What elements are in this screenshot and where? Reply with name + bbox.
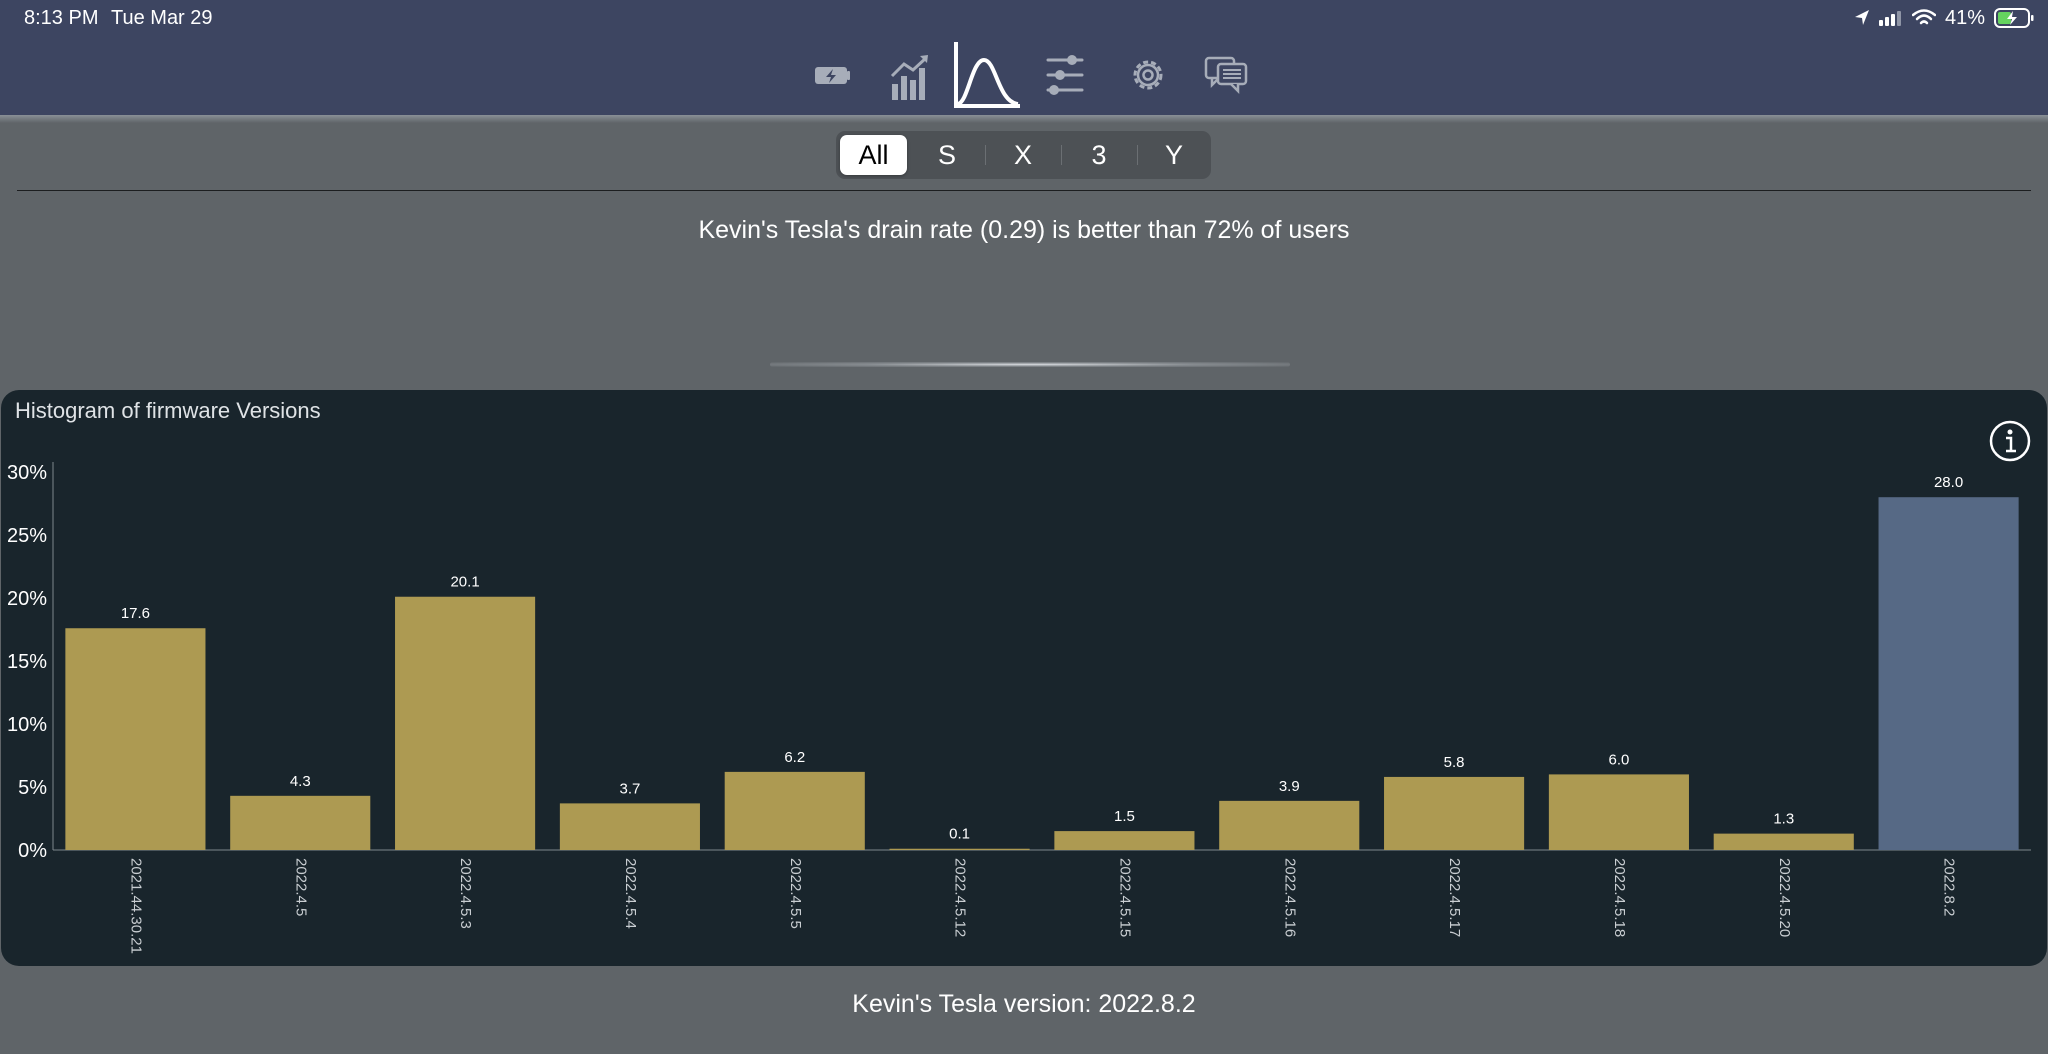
filter-y[interactable]: Y (1164, 139, 1183, 170)
histogram-bar (1054, 831, 1195, 850)
filter-3[interactable]: 3 (1091, 139, 1107, 170)
bar-value-label: 1.3 (1773, 811, 1794, 828)
x-tick-label: 2022.4.5.12 (952, 858, 969, 937)
drain-rate-message: Kevin's Tesla's drain rate (0.29) is bet… (698, 216, 1350, 244)
histogram-bar (1384, 776, 1525, 850)
wifi-icon (1911, 9, 1936, 25)
y-tick-label: 5% (18, 777, 47, 799)
bar-value-label: 20.1 (450, 574, 479, 591)
y-tick-label: 20% (7, 588, 47, 610)
x-tick-label: 2022.8.2 (1941, 858, 1958, 916)
histogram-bar (395, 596, 536, 850)
filter-x[interactable]: X (1013, 139, 1032, 170)
histogram-bar (724, 771, 865, 850)
y-tick-label: 10% (7, 714, 47, 736)
divider (17, 190, 2031, 191)
histogram-bar (889, 848, 1030, 850)
bar-value-label: 1.5 (1114, 808, 1135, 825)
bar-value-label: 3.9 (1279, 778, 1300, 795)
histogram-bar (230, 795, 371, 850)
histogram-bar (1713, 833, 1854, 850)
filter-s[interactable]: S (937, 139, 956, 170)
histogram-bar (559, 803, 700, 850)
tab-bar (796, 38, 1256, 112)
bar-value-label: 4.3 (290, 773, 311, 790)
segment-divider (1137, 145, 1138, 165)
bar-value-label: 3.7 (619, 780, 640, 797)
x-tick-label: 2022.4.5.17 (1446, 858, 1463, 937)
x-tick-label: 2022.4.5.4 (622, 858, 639, 929)
y-tick-label: 15% (7, 651, 47, 673)
y-tick-label: 0% (18, 840, 47, 862)
stats-chart-icon[interactable] (882, 38, 942, 112)
status-time: 8:13 PM (24, 7, 99, 29)
top-bar (0, 0, 2048, 118)
vehicle-version-label: Kevin's Tesla version: 2022.8.2 (852, 990, 1196, 1018)
location-arrow-icon (1854, 10, 1869, 25)
x-tick-label: 2022.4.5.15 (1116, 858, 1133, 937)
segment-divider (985, 145, 986, 165)
status-date: Tue Mar 29 (111, 7, 213, 29)
model-filter: All S X 3 Y (836, 131, 1211, 179)
status-icons: 41% (1854, 6, 2034, 30)
bar-value-label: 6.0 (1608, 751, 1629, 768)
distribution-curve-icon[interactable] (950, 38, 1024, 112)
segment-divider (1061, 145, 1062, 165)
top-bar-shadow (0, 115, 2048, 123)
x-tick-label: 2022.4.5 (292, 858, 309, 916)
gear-icon[interactable] (1120, 38, 1180, 112)
histogram-chart: 0% 5% 10% 15% 20% 25% 30% 17.6 2021.44.30.21 4.3 2… (7, 462, 2031, 954)
x-tick-label: 2022.4.5.18 (1611, 858, 1628, 937)
histogram-bar (65, 628, 206, 850)
x-tick-label: 2022.4.5.16 (1281, 858, 1298, 937)
chat-icon[interactable] (1200, 38, 1260, 112)
cellular-signal-icon (1878, 11, 1901, 26)
bar-value-label: 6.2 (784, 749, 805, 766)
bar-value-label: 28.0 (1934, 474, 1963, 491)
battery-icon[interactable] (804, 38, 864, 112)
bar-value-label: 5.8 (1444, 754, 1465, 771)
x-tick-label: 2022.4.5.5 (787, 858, 804, 929)
histogram-bar (1878, 497, 2019, 850)
histogram-bar (1219, 800, 1360, 850)
x-tick-label: 2021.44.30.21 (127, 858, 144, 954)
charging-battery-icon (1994, 8, 2034, 28)
y-tick-label: 25% (7, 525, 47, 547)
x-tick-label: 2022.4.5.20 (1776, 858, 1793, 937)
sliders-icon[interactable] (1040, 38, 1100, 112)
info-icon[interactable] (1989, 420, 2031, 462)
chart-title: Histogram of firmware Versions (15, 398, 321, 423)
y-tick-label: 30% (7, 462, 47, 484)
filter-all[interactable]: All (840, 135, 907, 175)
histogram-card: Histogram of firmware Versions 0% 5% 10% 15… (1, 390, 2047, 966)
bar-value-label: 17.6 (121, 605, 150, 622)
bar-value-label: 0.1 (949, 826, 970, 843)
histogram-bar (1548, 774, 1689, 850)
battery-percent: 41% (1944, 6, 1985, 29)
decorative-separator (770, 362, 1290, 367)
x-tick-label: 2022.4.5.3 (457, 858, 474, 929)
